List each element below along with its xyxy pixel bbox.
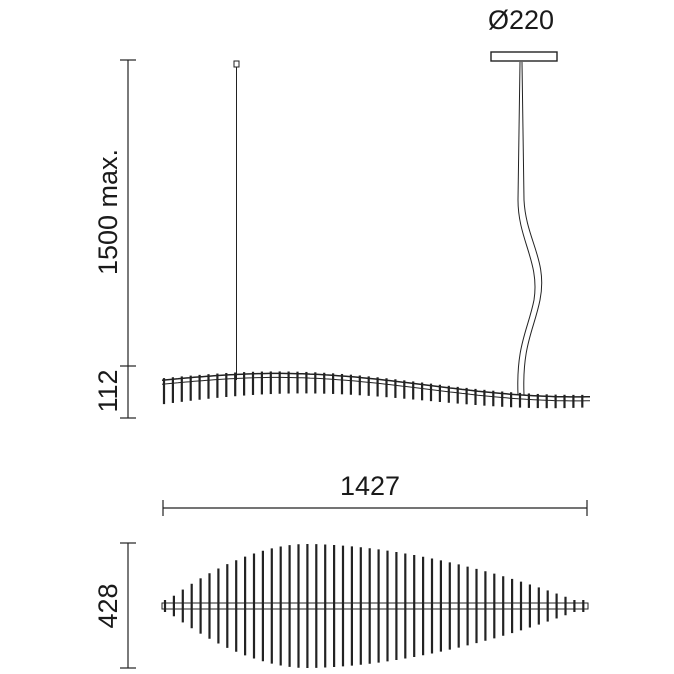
top-view	[163, 544, 585, 668]
canopy-diameter-label: Ø220	[488, 5, 554, 35]
top-view-spine	[161, 602, 589, 610]
right-cable	[521, 61, 543, 396]
side-view	[161, 371, 590, 409]
left-anchor	[233, 60, 240, 68]
lamp-band	[161, 376, 590, 402]
right-cable	[517, 61, 536, 396]
lamp-height-label: 112	[93, 369, 123, 412]
lamp-band	[161, 372, 590, 398]
canopy	[490, 51, 558, 62]
width-label: 428	[93, 583, 123, 628]
length-label: 1427	[340, 471, 400, 501]
max-height-label: 1500 max.	[93, 149, 123, 275]
